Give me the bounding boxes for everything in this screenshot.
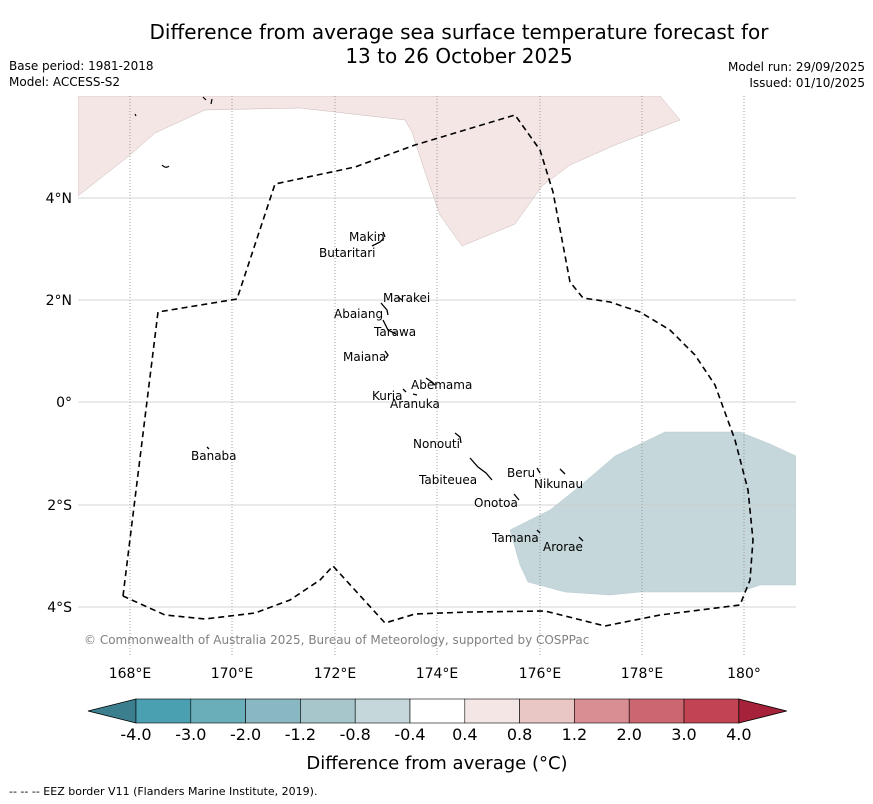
island-shape-tabiteuea <box>469 457 493 481</box>
label-nonouti: Nonouti <box>413 437 460 451</box>
eez-border <box>122 114 754 627</box>
island-shape-tamana <box>536 529 541 534</box>
island-shape-beru <box>536 467 541 474</box>
colorbar-tick-label: 2.0 <box>616 725 641 744</box>
latitude-gridlines <box>78 197 796 608</box>
lon-tick-176e: 176°E <box>519 666 562 682</box>
colorbar-tick-label: -1.2 <box>285 725 316 744</box>
label-kuria: Kuria <box>372 389 403 403</box>
colorbar-tick-label: 3.0 <box>671 725 696 744</box>
label-maiana: Maiana <box>343 350 386 364</box>
meta-right: Model run: 29/09/2025 Issued: 01/10/2025 <box>728 59 865 91</box>
lat-tick-2n: 2°N <box>46 293 72 309</box>
map-panel: Makin Butaritari Marakei Abaiang Tarawa … <box>78 96 796 656</box>
base-period: Base period: 1981-2018 <box>9 59 154 73</box>
island-labels: Makin Butaritari Marakei Abaiang Tarawa … <box>191 230 583 554</box>
colorbar-segment <box>628 698 685 724</box>
island-shape-butaritari <box>371 237 385 247</box>
label-marakei: Marakei <box>383 291 430 305</box>
label-aranuka: Aranuka <box>390 397 440 411</box>
island-shape-tarawa <box>382 319 397 335</box>
colorbar-tick-label: -0.4 <box>394 725 425 744</box>
longitude-gridlines <box>129 96 745 656</box>
label-nikunau: Nikunau <box>534 477 583 491</box>
colorbar-segment <box>574 698 630 724</box>
cool-anomaly-region <box>509 431 796 596</box>
label-tarawa: Tarawa <box>373 325 416 339</box>
colorbar: -4.0 -3.0 -2.0 -1.2 -0.8 -0.4 0.4 0.8 1.2 2.0 3.0 4… <box>87 698 787 744</box>
label-onotoa: Onotoa <box>474 496 518 510</box>
colorbar-tick-label: -0.8 <box>340 725 371 744</box>
island-shape-aranuka <box>412 393 418 396</box>
island-shape-onotoa <box>513 493 520 501</box>
colorbar-segment <box>683 698 740 724</box>
label-abaiang: Abaiang <box>334 307 383 321</box>
label-beru: Beru <box>507 466 535 480</box>
colorbar-extension-high <box>738 698 787 724</box>
title-line-1: Difference from average sea surface temp… <box>149 20 769 44</box>
lat-tick-4n: 4°N <box>46 191 72 207</box>
lon-tick-168e: 168°E <box>109 666 152 682</box>
lon-tick-170e: 170°E <box>211 666 254 682</box>
colorbar-tick-label: -3.0 <box>175 725 206 744</box>
colorbar-segment <box>519 698 575 724</box>
colorbar-segment <box>464 698 520 724</box>
northern-islets <box>134 96 213 168</box>
latitude-tick-labels: 4°N 2°N 0° 2°S 4°S <box>46 191 73 616</box>
label-tabiteuea: Tabiteuea <box>418 473 477 487</box>
colorbar-segment <box>135 698 192 724</box>
colorbar-segment <box>245 698 301 724</box>
island-shapes <box>206 231 584 542</box>
lat-tick-0: 0° <box>56 395 72 411</box>
island-shape-maiana <box>384 350 389 359</box>
lon-tick-180: 180° <box>727 666 761 682</box>
copyright-notice: © Commonwealth of Australia 2025, Bureau… <box>84 633 589 647</box>
model-name: Model: ACCESS-S2 <box>9 75 121 89</box>
label-arorae: Arorae <box>543 540 583 554</box>
colorbar-extension-low <box>87 698 137 724</box>
island-shape-arorae <box>578 536 584 542</box>
island-shape-abemama <box>425 377 436 386</box>
colorbar-tick-label: 0.8 <box>507 725 532 744</box>
label-tamana: Tamana <box>491 531 539 545</box>
island-shape-marakei <box>397 296 403 301</box>
lon-tick-178e: 178°E <box>621 666 664 682</box>
island-shape-makin <box>382 231 386 238</box>
label-makin: Makin <box>349 230 385 244</box>
label-banaba: Banaba <box>191 449 237 463</box>
label-abemama: Abemama <box>411 378 472 392</box>
issued-date: Issued: 01/10/2025 <box>749 76 865 90</box>
colorbar-tick-label: -2.0 <box>230 725 261 744</box>
colorbar-tick-label: 4.0 <box>726 725 751 744</box>
colorbar-tick-label: 1.2 <box>562 725 587 744</box>
map-title: Difference from average sea surface temp… <box>0 20 873 68</box>
island-shape-kuria <box>402 388 407 393</box>
label-butaritari: Butaritari <box>319 246 376 260</box>
meta-left: Base period: 1981-2018 Model: ACCESS-S2 <box>9 58 154 90</box>
colorbar-segment <box>354 698 411 724</box>
colorbar-segment <box>300 698 356 724</box>
title-line-2: 13 to 26 October 2025 <box>345 44 573 68</box>
lon-tick-174e: 174°E <box>416 666 459 682</box>
lon-tick-172e: 172°E <box>314 666 357 682</box>
eez-footnote: -- -- -- EEZ border V11 (Flanders Marine… <box>9 785 318 798</box>
island-shape-nonouti <box>454 432 462 444</box>
island-shape-nikunau <box>559 468 566 475</box>
longitude-tick-labels: 168°E 170°E 172°E 174°E 176°E 178°E 180° <box>109 666 761 682</box>
warm-anomaly-region <box>78 96 681 247</box>
lat-tick-2s: 2°S <box>47 498 72 514</box>
colorbar-segment <box>190 698 246 724</box>
island-shape-abaiang <box>380 302 389 316</box>
model-run: Model run: 29/09/2025 <box>727 60 865 74</box>
lat-tick-4s: 4°S <box>47 600 72 616</box>
colorbar-segment <box>409 698 466 724</box>
colorbar-tick-label: 0.4 <box>452 725 477 744</box>
colorbar-label: Difference from average (°C) <box>306 753 567 774</box>
island-shape-banaba <box>206 446 210 450</box>
colorbar-tick-label: -4.0 <box>120 725 151 744</box>
